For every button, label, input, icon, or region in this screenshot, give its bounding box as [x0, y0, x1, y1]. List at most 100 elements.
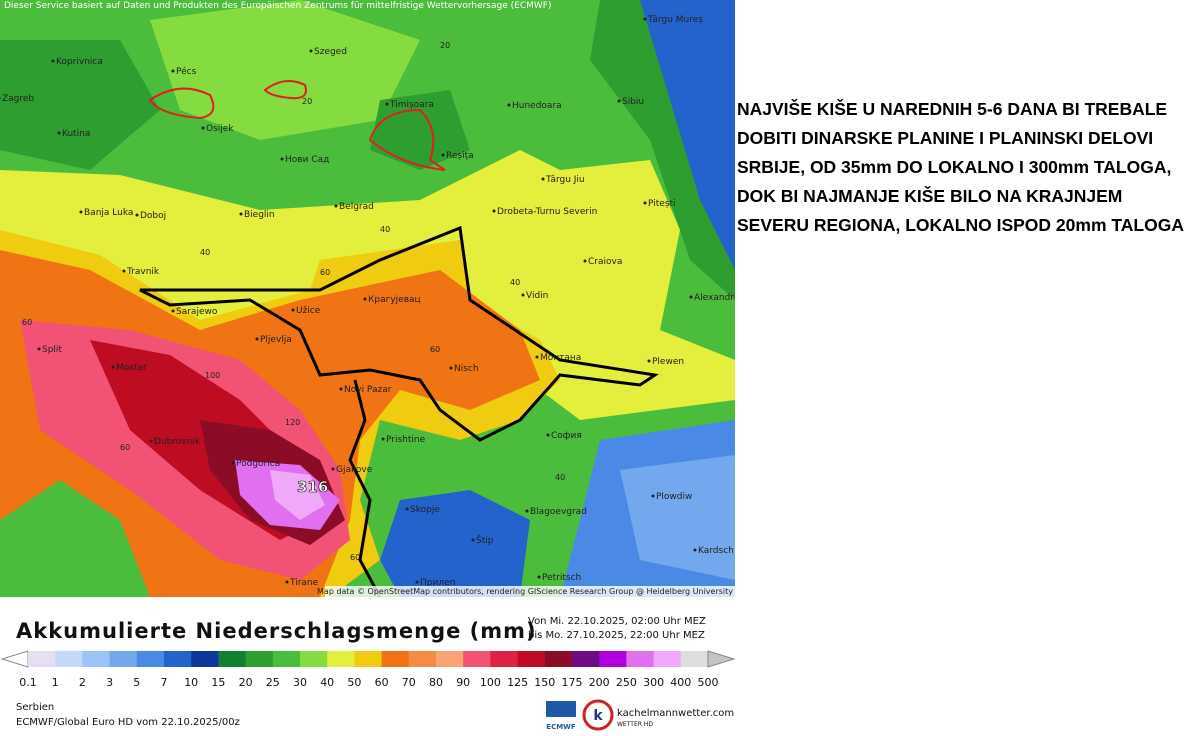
- legend-tick: 10: [184, 676, 198, 689]
- legend-tick: 2: [79, 676, 86, 689]
- legend-cell: [191, 651, 219, 667]
- place-label: Belgrad: [339, 202, 374, 212]
- place-label: Pécs: [176, 66, 197, 77]
- contour-label: 316: [297, 478, 328, 496]
- place-label: Reșița: [446, 151, 474, 161]
- ecmwf-text: ECMWF: [546, 723, 576, 731]
- place-dot: [689, 295, 693, 299]
- legend-tick: 20: [239, 676, 253, 689]
- contour-label: 120: [285, 418, 300, 427]
- kw-logo: [582, 699, 614, 731]
- place-dot: [385, 102, 389, 106]
- place-dot: [334, 204, 338, 208]
- svg-text:k: k: [593, 708, 603, 724]
- place-dot: [37, 347, 41, 351]
- place-dot: [291, 308, 295, 312]
- place-dot: [583, 259, 587, 263]
- period-from: Von Mi. 22.10.2025, 02:00 Uhr MEZ: [528, 616, 706, 627]
- place-dot: [541, 177, 545, 181]
- legend-cell: [653, 651, 682, 667]
- map: Târgu Mureș Koprivnica Pécs Szeged Zagreb Tim…: [0, 0, 735, 597]
- place-dot: [0, 96, 1, 100]
- place-dot: [51, 59, 55, 63]
- place-label: Doboj: [140, 211, 166, 221]
- contour-label: 60: [120, 443, 130, 452]
- legend-tick: 15: [211, 676, 225, 689]
- place-dot: [693, 548, 697, 552]
- place-dot: [492, 209, 496, 213]
- contour-label: 60: [320, 268, 330, 277]
- contour-label: 60: [22, 318, 32, 327]
- contour-label: 40: [510, 278, 520, 287]
- place-label: Târgu Mureș: [647, 15, 703, 25]
- bar-cap: [0, 650, 29, 668]
- legend-tick: 1: [52, 676, 59, 689]
- place-label: Pljevlja: [260, 335, 292, 345]
- place-dot: [122, 269, 126, 273]
- place-label: Drobeta-Turnu Severin: [497, 207, 597, 217]
- place-label: Dubrovnik: [154, 437, 201, 447]
- place-dot: [201, 126, 205, 130]
- contour-label: 20: [302, 97, 312, 106]
- place-label: Užice: [296, 306, 321, 316]
- annotation: NAJVIŠE KIŠE U NAREDNIH 5-6 DANA BI TREB…: [737, 99, 1184, 235]
- region: Serbien: [16, 702, 54, 713]
- place-dot: [535, 355, 539, 359]
- place-dot: [331, 467, 335, 471]
- place-label: Blagoevgrad: [530, 507, 587, 517]
- place-dot: [643, 17, 647, 21]
- legend-tick: 300: [643, 676, 664, 689]
- legend-tick: 7: [161, 676, 168, 689]
- place-label: Pitești: [648, 199, 676, 209]
- place-label: Plowdiw: [656, 492, 692, 502]
- contour-label: 100: [205, 371, 220, 380]
- legend-tick: 50: [347, 676, 361, 689]
- legend-title: Akkumulierte Niederschlagsmenge (mm): [16, 619, 537, 643]
- legend-cell: [572, 651, 600, 667]
- contour-label: 60: [350, 553, 360, 562]
- place-label: Štip: [476, 534, 494, 546]
- place-dot: [381, 437, 385, 441]
- place-label: Târgu Jiu: [545, 175, 585, 185]
- legend-cell: [408, 651, 437, 667]
- legend-cell: [136, 651, 165, 667]
- place-dot: [537, 575, 541, 579]
- attribution: Map data © OpenStreetMap contributors, r…: [317, 587, 733, 596]
- place-label: Osijek: [206, 124, 234, 134]
- legend-cell: [599, 651, 627, 667]
- place-label: Petritsch: [542, 573, 581, 583]
- place-dot: [239, 212, 243, 216]
- place-dot: [643, 201, 647, 205]
- legend-tick: 125: [507, 676, 528, 689]
- place-label: Vidin: [526, 291, 548, 301]
- place-label: Koprivnica: [56, 57, 103, 67]
- place-dot: [507, 103, 511, 107]
- place-label: Прилеп: [420, 578, 456, 588]
- place-label: Prishtine: [386, 435, 426, 445]
- place-label: Zagreb: [2, 94, 34, 104]
- legend-tick: 250: [616, 676, 637, 689]
- legend-tick: 25: [266, 676, 280, 689]
- place-label: Kardsch: [698, 546, 734, 556]
- bar-cap: [707, 650, 735, 668]
- site-sub: WETTER HD: [617, 721, 653, 728]
- place-label: Banja Luka: [84, 208, 133, 218]
- legend-cell: [245, 651, 274, 667]
- legend-cell: [55, 651, 83, 667]
- legend-cell: [218, 651, 247, 667]
- place-label: Szeged: [314, 47, 347, 57]
- legend-cell: [82, 651, 111, 667]
- place-label: Split: [42, 345, 62, 355]
- place-label: Timișoara: [389, 100, 434, 110]
- legend-cell: [626, 651, 655, 667]
- contour-label: 40: [380, 225, 390, 234]
- place-label: Sarajewo: [176, 307, 218, 317]
- legend: Akkumulierte Niederschlagsmenge (mm) Von…: [0, 616, 735, 731]
- legend-tick: 150: [534, 676, 555, 689]
- ecmwf-logo: [546, 701, 576, 717]
- place-dot: [546, 433, 550, 437]
- place-dot: [135, 213, 139, 217]
- place-dot: [149, 439, 153, 443]
- place-dot: [171, 69, 175, 73]
